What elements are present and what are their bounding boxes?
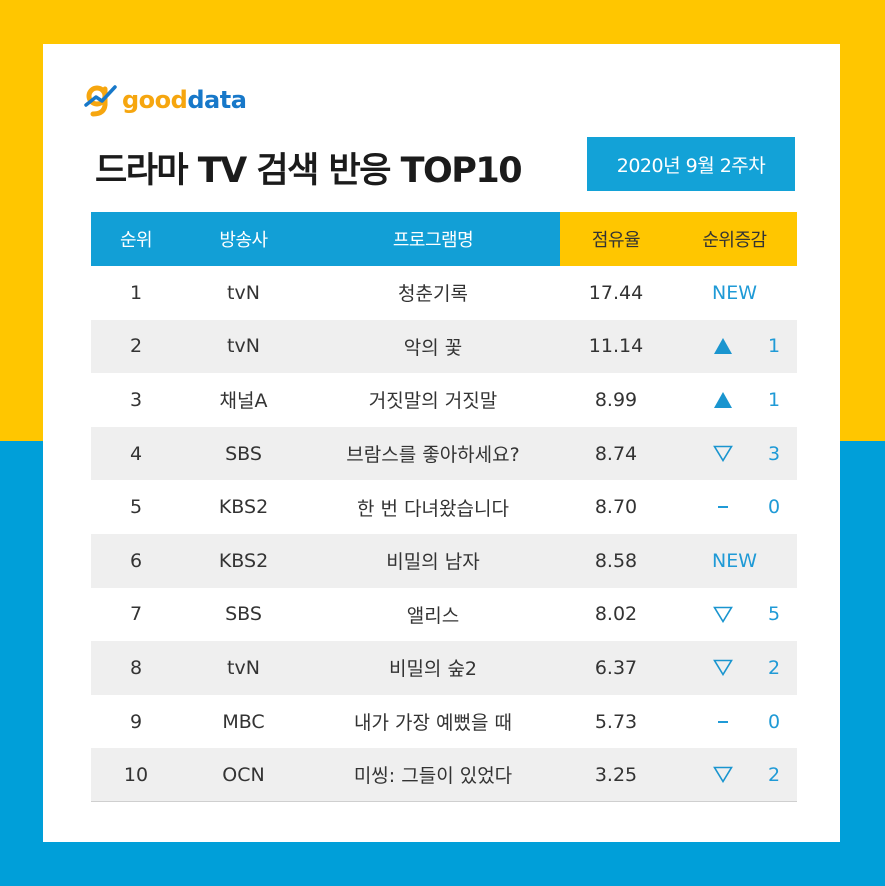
share-cell: 8.74 xyxy=(594,442,638,465)
rank-cell: 5 xyxy=(129,496,143,519)
station-cell: SBS xyxy=(225,442,262,465)
station-cell: 채널A xyxy=(219,390,268,413)
rank-change-value: 0 xyxy=(767,710,781,733)
ranking-card: gooddata 드라마 TV 검색 반응 TOP10 2020년 9월 2주차… xyxy=(43,44,840,842)
change-cell: 2 xyxy=(672,748,797,801)
rank-down-icon xyxy=(698,427,748,481)
table-row: 3 채널A 거짓말의 거짓말 8.99 1 xyxy=(91,373,797,427)
rank-cell: 3 xyxy=(129,388,143,411)
rank-cell: 1 xyxy=(129,281,143,304)
ranking-table: 순위 방송사 프로그램명 점유율 순위증감 1 tvN 청춘기록 17.44 N… xyxy=(91,212,797,802)
table-row: 8 tvN 비밀의 숲2 6.37 2 xyxy=(91,641,797,695)
rank-change-value: 3 xyxy=(767,442,781,465)
change-cell: 1 xyxy=(672,373,797,427)
program-cell: 비밀의 숲2 xyxy=(388,658,478,681)
share-cell: 6.37 xyxy=(594,656,638,679)
change-cell: 1 xyxy=(672,320,797,374)
rank-change-value: 2 xyxy=(767,656,781,679)
change-cell: 2 xyxy=(672,641,797,695)
change-cell: NEW xyxy=(672,534,797,588)
station-cell: tvN xyxy=(227,335,260,358)
brand-name-good: good xyxy=(122,86,188,114)
share-cell: 8.02 xyxy=(594,603,638,626)
table-row: 1 tvN 청춘기록 17.44 NEW xyxy=(91,266,797,320)
program-cell: 내가 가장 예뻤을 때 xyxy=(354,712,512,735)
new-badge: NEW xyxy=(711,281,757,304)
program-cell: 한 번 다녀왔습니다 xyxy=(357,497,509,520)
share-cell: 8.99 xyxy=(594,388,638,411)
rank-up-icon xyxy=(698,320,748,374)
table-row: 2 tvN 악의 꽃 11.14 1 xyxy=(91,319,797,374)
program-cell: 악의 꽃 xyxy=(403,336,463,359)
rank-same-icon xyxy=(698,695,748,749)
table-row: 4 SBS 브람스를 좋아하세요? 8.74 3 xyxy=(91,426,797,481)
change-cell: NEW xyxy=(672,266,797,320)
period-badge: 2020년 9월 2주차 xyxy=(587,137,795,191)
share-cell: 17.44 xyxy=(588,281,644,304)
share-cell: 11.14 xyxy=(588,335,644,358)
header-change: 순위증감 xyxy=(672,212,797,266)
station-cell: tvN xyxy=(227,656,260,679)
header-station: 방송사 xyxy=(181,212,306,266)
change-cell: 0 xyxy=(672,480,797,534)
table-header: 순위 방송사 프로그램명 점유율 순위증감 xyxy=(91,212,797,266)
table-row: 10 OCN 미씽: 그들이 있었다 3.25 2 xyxy=(91,748,797,802)
rank-down-icon xyxy=(698,748,748,801)
share-cell: 5.73 xyxy=(594,710,638,733)
header-share: 점유율 xyxy=(560,212,672,266)
rank-change-value: 2 xyxy=(767,763,781,786)
rank-cell: 6 xyxy=(129,549,143,572)
share-cell: 3.25 xyxy=(594,763,638,786)
rank-change-value: 1 xyxy=(767,388,781,411)
change-cell: 3 xyxy=(672,427,797,481)
brand-name: gooddata xyxy=(122,86,247,114)
table-row: 9 MBC 내가 가장 예뻤을 때 5.73 0 xyxy=(91,695,797,749)
gooddata-logo-icon xyxy=(83,83,117,117)
rank-down-icon xyxy=(698,641,748,695)
table-body: 1 tvN 청춘기록 17.44 NEW 2 tvN 악의 꽃 11.14 1 … xyxy=(91,266,797,802)
program-cell: 브람스를 좋아하세요? xyxy=(346,444,520,467)
brand-name-data: data xyxy=(187,86,247,114)
rank-cell: 8 xyxy=(129,656,143,679)
table-row: 6 KBS2 비밀의 남자 8.58 NEW xyxy=(91,533,797,588)
program-cell: 거짓말의 거짓말 xyxy=(368,390,498,413)
header-rank: 순위 xyxy=(91,212,181,266)
station-cell: MBC xyxy=(222,710,265,733)
station-cell: SBS xyxy=(225,603,262,626)
rank-change-value: 0 xyxy=(767,496,781,519)
header-program: 프로그램명 xyxy=(306,212,560,266)
program-cell: 비밀의 남자 xyxy=(386,551,480,574)
rank-up-icon xyxy=(698,373,748,427)
table-row: 7 SBS 앨리스 8.02 5 xyxy=(91,588,797,642)
change-cell: 5 xyxy=(672,588,797,642)
rank-cell: 9 xyxy=(129,710,143,733)
rank-change-value: 1 xyxy=(767,335,781,358)
rank-down-icon xyxy=(698,588,748,642)
change-cell: 0 xyxy=(672,695,797,749)
rank-change-value: 5 xyxy=(767,603,781,626)
program-cell: 미씽: 그들이 있었다 xyxy=(353,765,513,788)
station-cell: OCN xyxy=(222,763,265,786)
rank-same-icon xyxy=(698,480,748,534)
share-cell: 8.58 xyxy=(594,549,638,572)
station-cell: KBS2 xyxy=(218,496,269,519)
program-cell: 청춘기록 xyxy=(398,283,468,306)
page-title: 드라마 TV 검색 반응 TOP10 xyxy=(95,151,523,191)
table-row: 5 KBS2 한 번 다녀왔습니다 8.70 0 xyxy=(91,480,797,534)
program-cell: 앨리스 xyxy=(406,604,460,627)
new-badge: NEW xyxy=(711,549,757,572)
rank-cell: 10 xyxy=(123,763,149,786)
rank-cell: 4 xyxy=(129,442,143,465)
rank-cell: 2 xyxy=(129,335,143,358)
station-cell: KBS2 xyxy=(218,549,269,572)
share-cell: 8.70 xyxy=(594,496,638,519)
rank-cell: 7 xyxy=(129,603,143,626)
brand-logo: gooddata xyxy=(83,82,247,118)
station-cell: tvN xyxy=(227,281,260,304)
